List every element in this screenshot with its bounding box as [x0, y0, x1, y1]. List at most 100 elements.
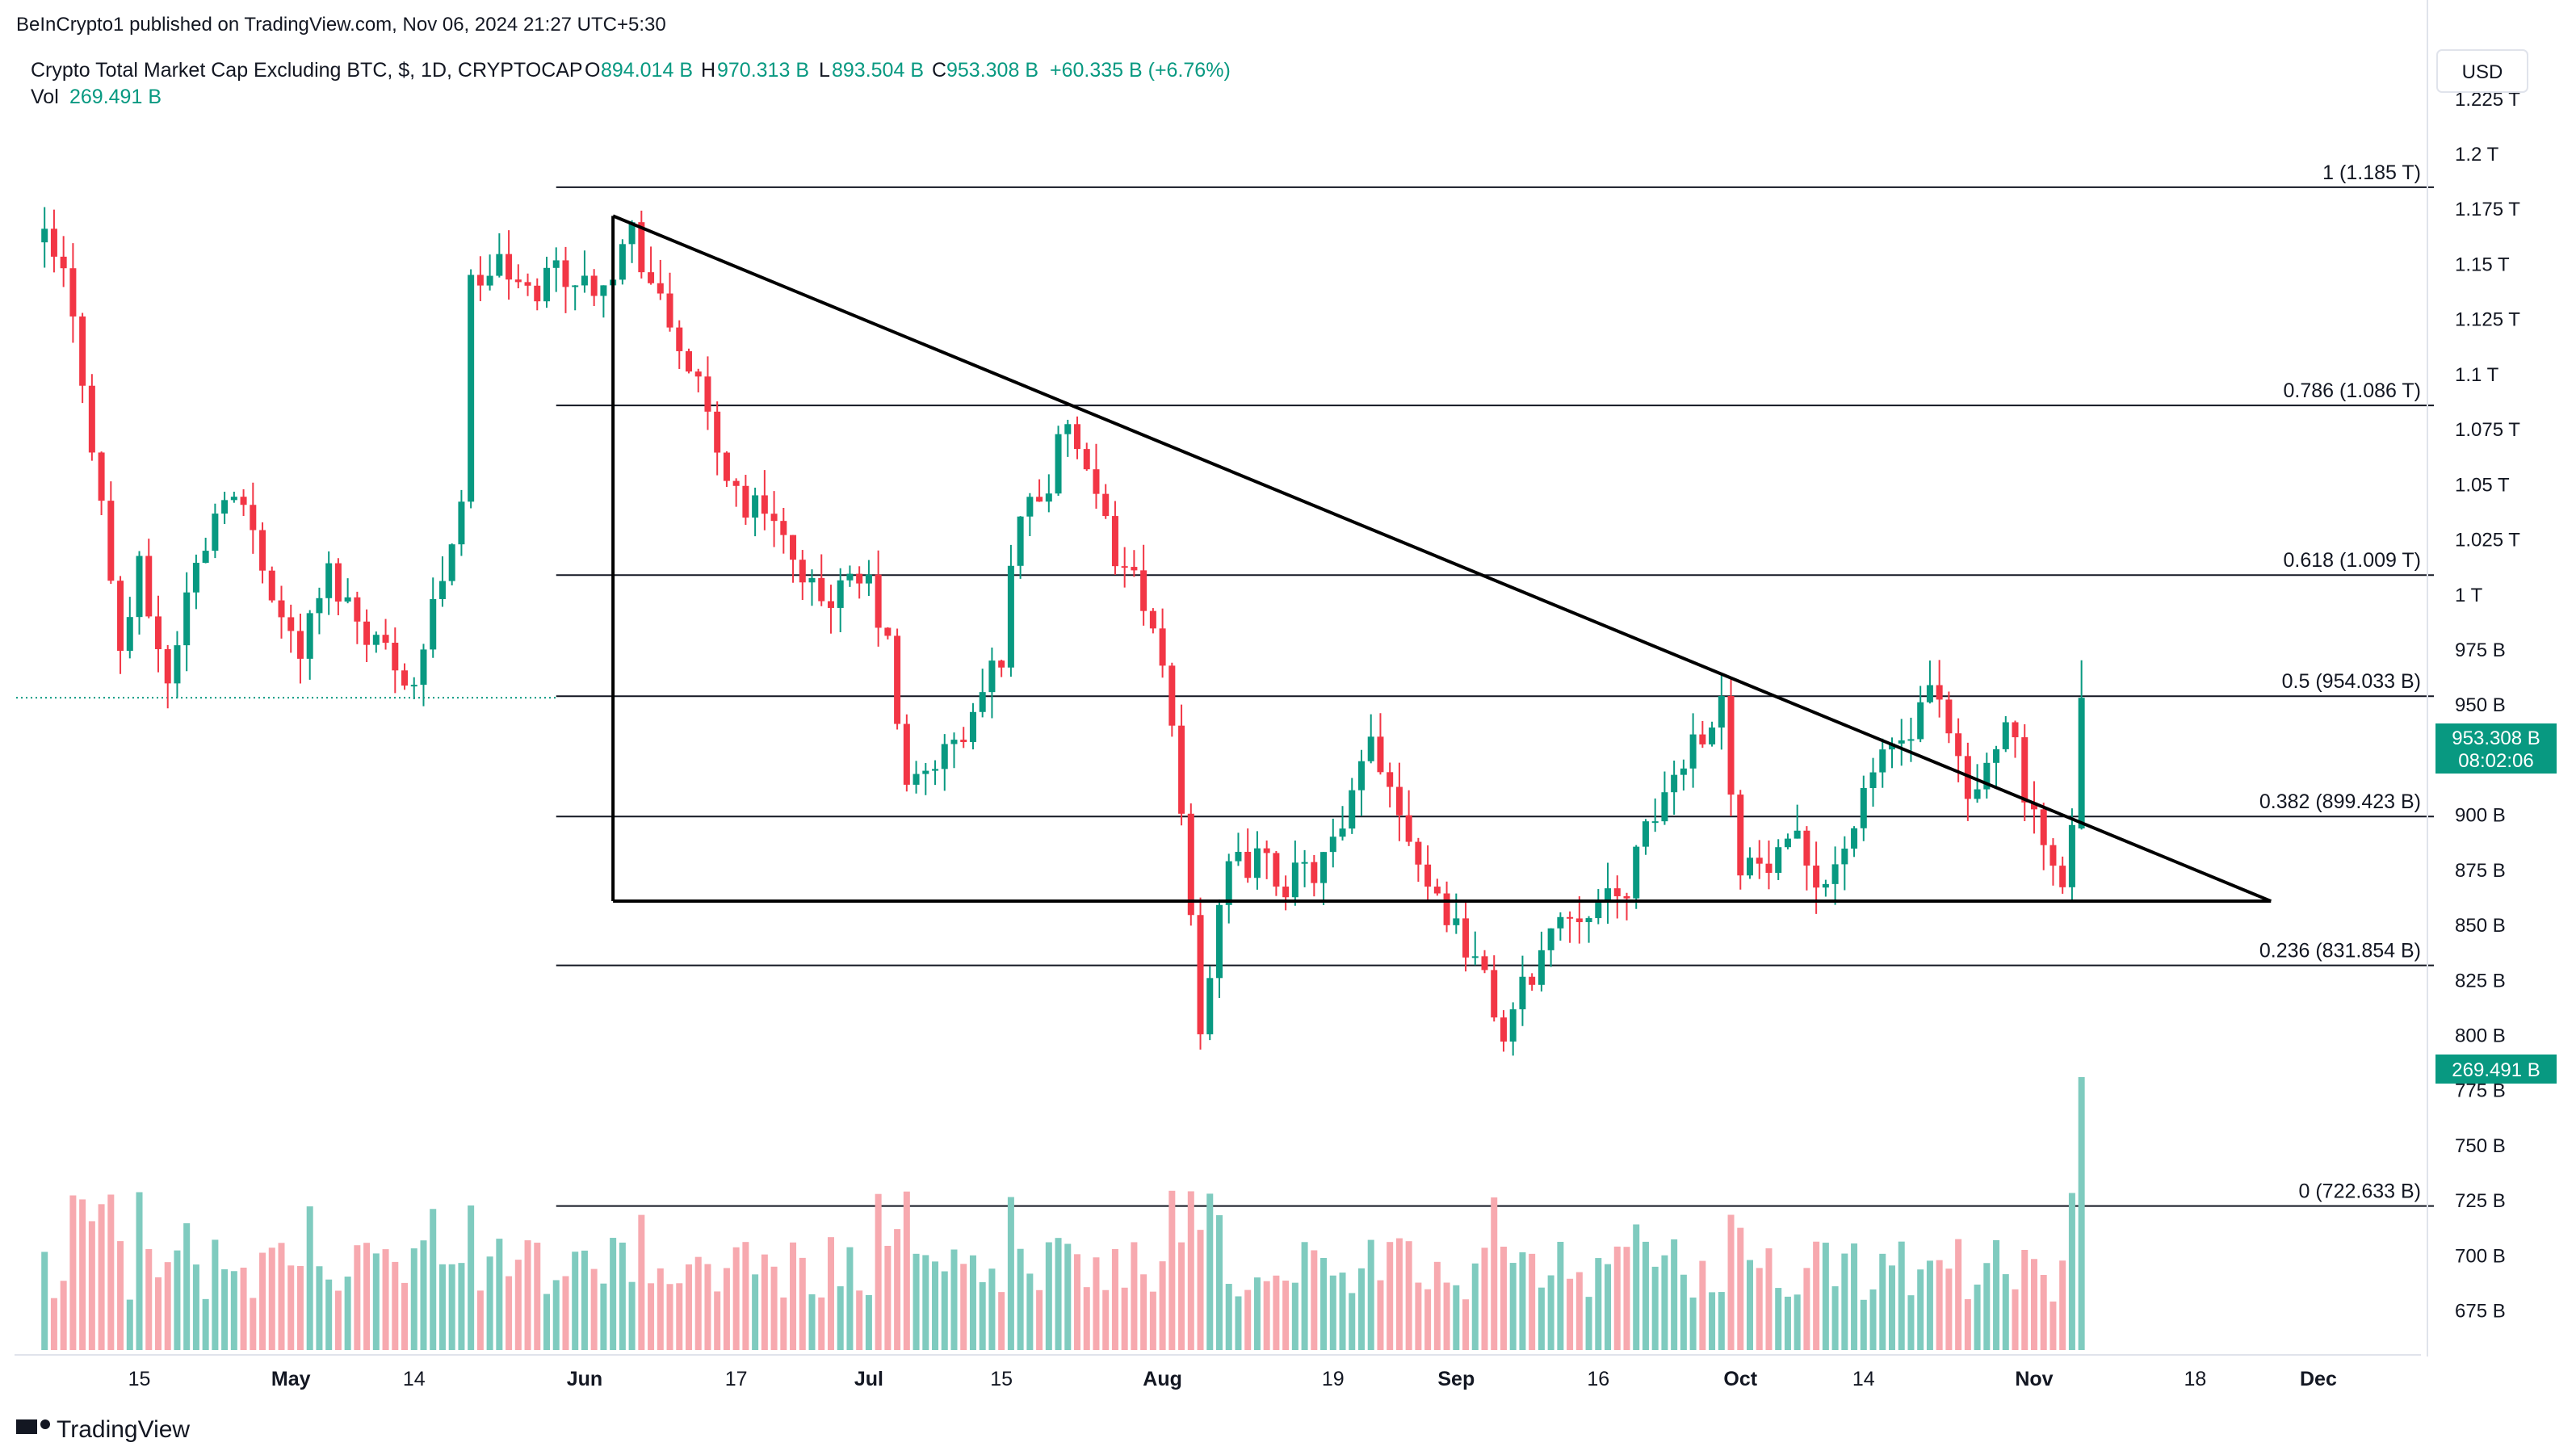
- candle-body: [1529, 976, 1536, 985]
- volume-bar: [60, 1281, 67, 1350]
- volume-bar: [827, 1237, 834, 1350]
- candle-body: [1557, 916, 1564, 929]
- candle-body: [1253, 848, 1261, 878]
- price-axis[interactable]: 1.225 T1.2 T1.175 T1.15 T1.125 T1.1 T1.0…: [2455, 89, 2520, 1323]
- volume-bars: [41, 1077, 2085, 1350]
- candle-body: [476, 275, 484, 286]
- candle-body: [827, 601, 834, 608]
- volume-bar: [1007, 1197, 1014, 1350]
- volume-bar: [1377, 1280, 1384, 1350]
- volume-bar: [1273, 1275, 1280, 1350]
- candle-body: [1377, 736, 1384, 773]
- candle-body: [164, 648, 171, 684]
- volume-bar: [1301, 1242, 1308, 1350]
- candle-body: [648, 272, 655, 283]
- candle-body: [1395, 786, 1403, 816]
- volume-bar: [50, 1298, 57, 1350]
- tradingview-logo[interactable]: TradingView: [16, 1416, 190, 1443]
- candle-body: [770, 514, 778, 522]
- volume-bar: [1879, 1253, 1886, 1350]
- volume-bar: [865, 1294, 872, 1350]
- current-price-value: 953.308 B: [2452, 728, 2540, 749]
- fib-level-label: 0.5 (954.033 B): [2282, 670, 2421, 693]
- volume-bar: [2002, 1274, 2009, 1350]
- candle-body: [1367, 736, 1374, 761]
- candle-body: [344, 597, 351, 602]
- volume-bar: [420, 1240, 427, 1350]
- candle-body: [1168, 665, 1176, 726]
- candle-body: [1140, 570, 1147, 611]
- candle-body: [1747, 857, 1754, 876]
- candle-body: [79, 316, 86, 386]
- time-axis[interactable]: 15 May 14 Jun 17 Jul 15 Aug 19 Sep 16 Oct 14 Nov 18 Dec: [128, 1368, 2337, 1390]
- volume-bar: [1481, 1247, 1488, 1350]
- volume-bar: [1093, 1257, 1100, 1350]
- volume-bar: [534, 1243, 541, 1350]
- x-tick-label: 15: [128, 1368, 151, 1390]
- volume-bar: [1689, 1298, 1697, 1350]
- volume-bar: [1168, 1190, 1176, 1350]
- candle-body: [287, 617, 295, 631]
- high-value: 970.313 B: [717, 59, 809, 82]
- volume-bar: [2021, 1249, 2028, 1350]
- candle-body: [1291, 862, 1298, 898]
- candle-body: [619, 244, 626, 280]
- candle-body: [1547, 928, 1554, 950]
- y-tick-label: 1.15 T: [2455, 254, 2510, 275]
- y-tick-label: 675 B: [2455, 1301, 2506, 1323]
- volume-bar: [969, 1255, 976, 1350]
- candle-body: [372, 635, 380, 645]
- currency-button[interactable]: USD: [2436, 49, 2528, 93]
- volume-bar: [1017, 1248, 1024, 1350]
- volume-bar: [438, 1264, 446, 1350]
- volume-bar: [1775, 1288, 1782, 1350]
- volume-bar: [1784, 1296, 1791, 1350]
- volume-bar: [372, 1253, 380, 1350]
- tradingview-brand: TradingView: [57, 1416, 190, 1443]
- x-tick-label: 14: [403, 1368, 426, 1390]
- bar-countdown: 08:02:06: [2458, 750, 2533, 772]
- candle-body: [714, 411, 721, 453]
- volume-bar: [628, 1281, 636, 1350]
- candle-body: [1329, 837, 1336, 853]
- candle-body: [354, 597, 361, 622]
- candle-body: [1567, 916, 1574, 919]
- volume-bar: [1339, 1273, 1346, 1350]
- volume-bar: [704, 1264, 711, 1350]
- candle-body: [884, 627, 892, 636]
- volume-bar: [1945, 1268, 1953, 1350]
- candle-body: [1879, 749, 1886, 773]
- volume-bar: [287, 1265, 295, 1350]
- y-tick-label: 700 B: [2455, 1245, 2506, 1267]
- volume-bar: [770, 1266, 778, 1350]
- candle-body: [1699, 734, 1706, 744]
- volume-bar: [600, 1283, 607, 1350]
- volume-bar: [562, 1276, 569, 1350]
- volume-bar: [486, 1256, 493, 1350]
- candle-body: [1301, 862, 1308, 864]
- close-value: 953.308 B: [946, 59, 1038, 82]
- candle-body: [1860, 787, 1867, 828]
- volume-bar: [1557, 1242, 1564, 1350]
- candle-body: [685, 350, 692, 372]
- fib-level-label: 0.786 (1.086 T): [2284, 379, 2421, 402]
- volume-bar: [903, 1191, 910, 1350]
- candle-body: [1718, 696, 1725, 728]
- candle-body: [250, 505, 257, 530]
- y-tick-label: 1.075 T: [2455, 419, 2520, 441]
- volume-bar: [1102, 1289, 1110, 1350]
- volume-bar: [998, 1292, 1005, 1350]
- volume-bar: [1500, 1246, 1507, 1350]
- y-tick-label: 825 B: [2455, 970, 2506, 992]
- candle-body: [1765, 863, 1773, 873]
- volume-bar: [1709, 1292, 1716, 1350]
- candle-body: [278, 600, 285, 618]
- close-label: C: [932, 59, 946, 82]
- x-tick-label: 15: [990, 1368, 1013, 1390]
- candle-body: [1017, 516, 1024, 566]
- candle-body: [1775, 847, 1782, 873]
- volume-bar: [524, 1240, 531, 1350]
- volume-bar: [808, 1294, 816, 1350]
- volume-bar: [1349, 1293, 1356, 1350]
